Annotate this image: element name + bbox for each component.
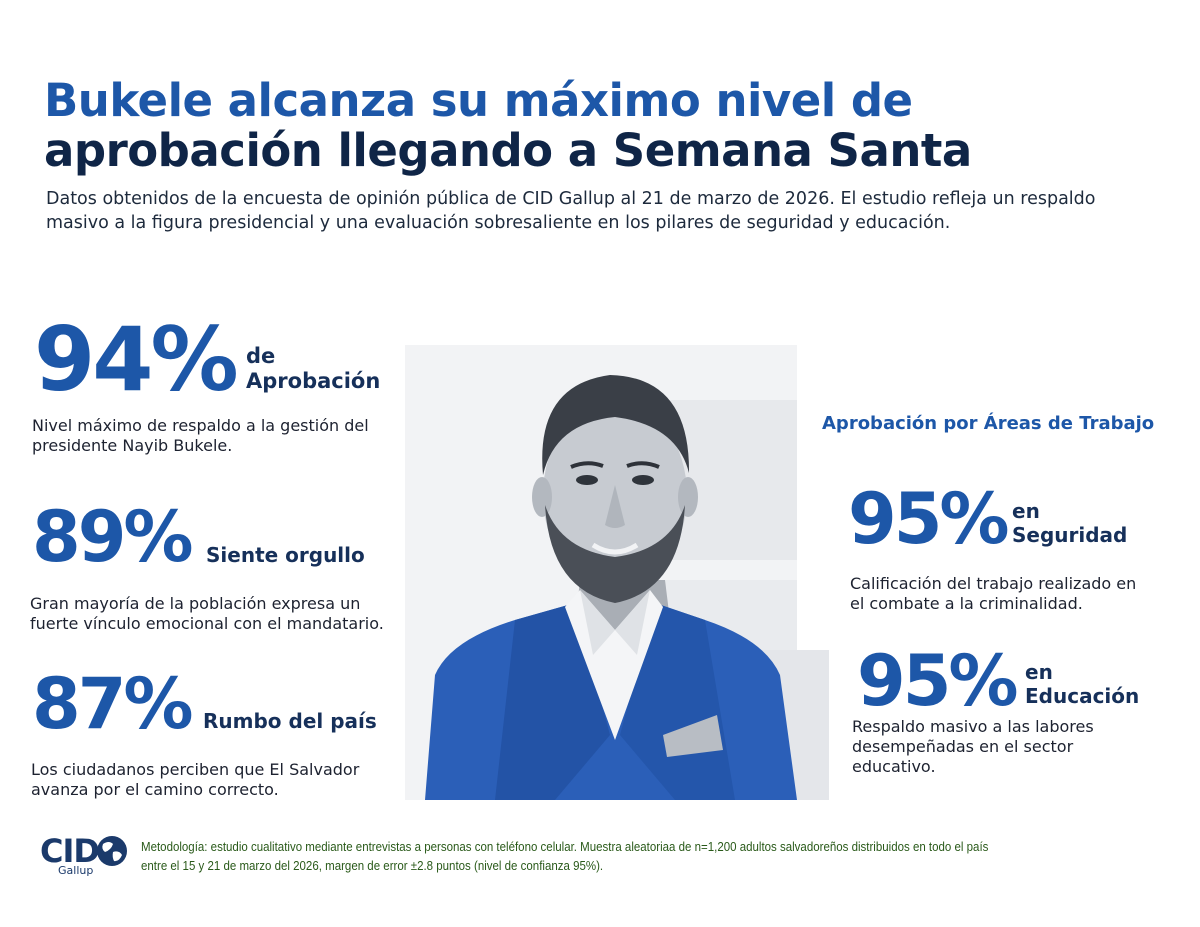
globe-icon	[97, 836, 127, 866]
president-portrait	[405, 345, 830, 800]
stat-education-description: Respaldo masivo a las labores desempeñad…	[852, 717, 1094, 776]
stat-approval-label-line-2: Aprobación	[246, 369, 381, 393]
cid-logo-subtext: Gallup	[58, 864, 94, 877]
stat-security-label-line-1: en	[1012, 499, 1040, 523]
stat-education-value: 95%	[857, 640, 1019, 722]
stat-pride-label: Siente orgullo	[206, 543, 365, 567]
stat-approval-value: 94%	[34, 308, 239, 411]
stat-direction-description: Los ciudadanos perciben que El Salvador …	[31, 760, 360, 799]
stat-direction-label: Rumbo del país	[203, 709, 377, 733]
stat-approval-description: Nivel máximo de respaldo a la gestión de…	[32, 416, 369, 455]
stat-education-label-line-2: Educación	[1025, 684, 1140, 708]
stat-direction-value: 87%	[32, 663, 194, 745]
portrait-illustration	[405, 345, 829, 800]
page-subtitle: Datos obtenidos de la encuesta de opinió…	[46, 189, 1096, 233]
page-title-line-2: aprobación llegando a Semana Santa	[44, 124, 972, 177]
methodology-note: Metodología: estudio cualitativo mediant…	[141, 840, 989, 873]
stat-security-description: Calificación del trabajo realizado en el…	[850, 574, 1137, 613]
stat-security-value: 95%	[848, 478, 1010, 560]
stat-education-label-line-1: en	[1025, 660, 1053, 684]
stat-pride-description: Gran mayoría de la población expresa un …	[30, 594, 384, 633]
page-title-line-1: Bukele alcanza su máximo nivel de	[44, 74, 913, 127]
stat-approval-label-line-1: de	[246, 344, 276, 368]
stat-security-label-line-2: Seguridad	[1012, 523, 1128, 547]
stat-pride-value: 89%	[32, 496, 194, 578]
cid-logo-text: CID	[40, 832, 100, 870]
areas-heading: Aprobación por Áreas de Trabajo	[822, 413, 1155, 434]
